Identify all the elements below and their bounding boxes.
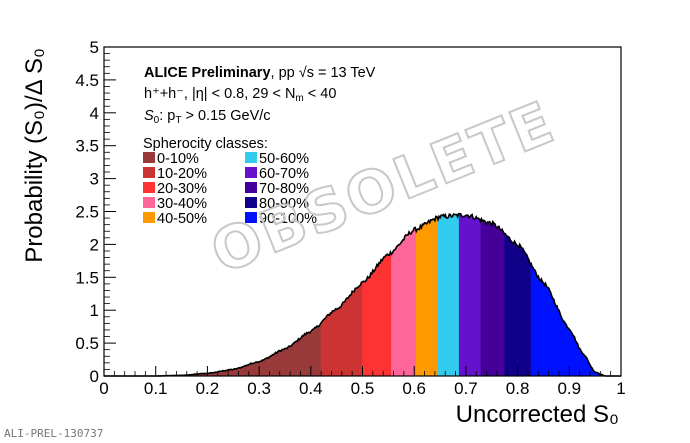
legend-swatch [143, 182, 155, 193]
y-tick-label: 0.5 [75, 334, 99, 353]
legend-swatch [143, 167, 155, 178]
y-tick-label: 4.5 [75, 71, 99, 90]
distribution-outline [104, 212, 621, 377]
legend-swatch [245, 212, 257, 223]
legend-swatch [143, 212, 155, 223]
legend-label: 40-50% [157, 211, 207, 227]
annotation-line-3: S0: pT > 0.15 GeV/c [144, 108, 271, 126]
x-axis-ticks: 0 0.1 0.2 0.3 0.4 0.5 0.6 0.7 0.8 0.9 1 [99, 366, 626, 398]
legend-title: Spherocity classes: [143, 136, 268, 152]
class-band-0 [104, 321, 322, 377]
y-tick-label: 0 [90, 367, 99, 386]
s0-subscript: 0 [154, 115, 160, 126]
legend-swatch [143, 197, 155, 208]
y-axis-title: Probability (S₀)/Δ S₀ [21, 48, 48, 263]
legend-label: 20-30% [157, 181, 207, 197]
class-band-9 [530, 263, 621, 377]
legend-label: 80-90% [259, 196, 309, 212]
class-band-2 [362, 251, 392, 377]
x-tick-label: 1 [616, 379, 625, 398]
legend-label: 30-40% [157, 196, 207, 212]
class-band-5 [437, 212, 460, 377]
legend-swatch [143, 152, 155, 163]
x-tick-label: 0.1 [144, 379, 168, 398]
nm-range: < 40 [304, 86, 337, 102]
pt-subscript: T [175, 115, 181, 126]
y-tick-label: 2.5 [75, 203, 99, 222]
x-tick-label: 0 [99, 379, 108, 398]
legend-label: 10-20% [157, 166, 207, 182]
legend: 0-10%10-20%20-30%30-40%40-50% 50-60%60-70… [143, 151, 317, 227]
x-tick-label: 0.3 [247, 379, 271, 398]
s0-symbol: S [144, 108, 154, 124]
legend-label: 0-10% [157, 151, 199, 167]
class-band-1 [320, 281, 363, 377]
y-axis-ticks: 0 0.5 1 1.5 2 2.5 3 3.5 4 4.5 5 [75, 38, 116, 386]
cuts-label: h⁺+h⁻, |η| < 0.8, 29 < N [144, 86, 295, 102]
legend-swatch [245, 152, 257, 163]
legend-swatch [245, 167, 257, 178]
y-tick-label: 2 [90, 235, 99, 254]
annotation-line-1: ALICE Preliminary, pp √s = 13 TeV [144, 65, 376, 81]
legend-label: 90-100% [259, 211, 317, 227]
class-bands [104, 212, 621, 377]
x-axis-title: Uncorrected S₀ [456, 401, 619, 428]
pt-cut: > 0.15 GeV/c [181, 108, 270, 124]
x-tick-label: 0.5 [351, 379, 375, 398]
legend-label: 70-80% [259, 181, 309, 197]
legend-label: 60-70% [259, 166, 309, 182]
annotation-line-2: h⁺+h⁻, |η| < 0.8, 29 < Nm < 40 [144, 86, 336, 104]
legend-swatch [245, 182, 257, 193]
collaboration-label: ALICE Preliminary [144, 65, 271, 81]
x-tick-label: 0.4 [299, 379, 323, 398]
x-tick-label: 0.6 [402, 379, 426, 398]
class-band-6 [458, 213, 482, 377]
y-tick-label: 1.5 [75, 268, 99, 287]
y-tick-label: 3.5 [75, 137, 99, 156]
legend-swatch [245, 197, 257, 208]
y-tick-label: 4 [90, 104, 99, 123]
y-tick-label: 3 [90, 170, 99, 189]
x-tick-label: 0.7 [454, 379, 478, 398]
nm-subscript: m [295, 93, 303, 104]
pt-prefix: : p [159, 108, 175, 124]
x-tick-label: 0.8 [506, 379, 530, 398]
class-band-4 [415, 216, 439, 377]
legend-label: 50-60% [259, 151, 309, 167]
system-label: , pp √s = 13 TeV [271, 65, 376, 81]
figure-id: ALI-PREL-130737 [4, 427, 103, 440]
x-tick-label: 0.9 [557, 379, 581, 398]
y-tick-label: 5 [90, 38, 99, 57]
y-tick-label: 1 [90, 301, 99, 320]
x-tick-label: 0.2 [196, 379, 220, 398]
class-band-7 [480, 218, 505, 377]
